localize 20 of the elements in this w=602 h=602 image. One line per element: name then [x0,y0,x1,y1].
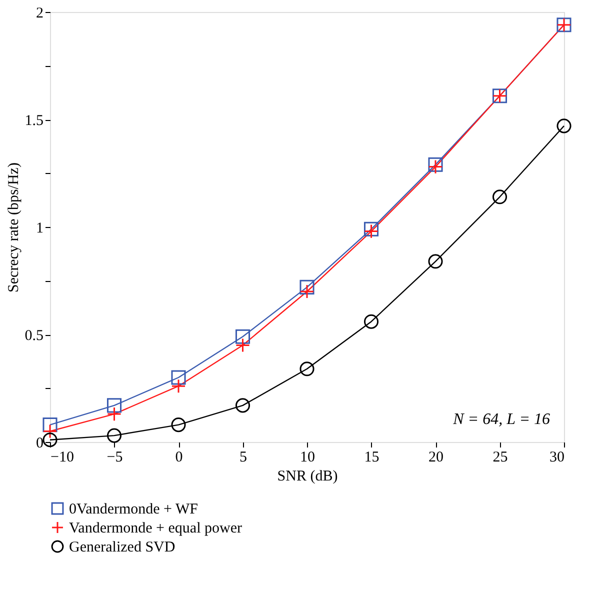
y-tick-label: 0.5 [24,328,44,344]
legend-label: Generalized SVD [69,540,176,556]
x-tick-label: 0 [175,450,183,466]
x-tick-label: 30 [550,450,564,466]
x-tick-label: 25 [492,450,508,466]
x-tick-label: 15 [364,450,380,466]
y-tick-label: 1.5 [24,113,44,129]
legend-label: 0Vandermonde + WF [69,502,198,518]
y-tick-label: 2 [36,6,44,22]
legend-label: Vandermonde + equal power [69,520,242,536]
x-tick-label: 20 [428,450,444,466]
x-tick-label: −5 [106,450,123,466]
annotation: N = 64, L = 16 [452,411,550,428]
y-tick-label: 1 [36,220,44,236]
x-tick-label: 10 [300,450,315,466]
x-axis-title: SNR (dB) [277,468,338,484]
x-tick-label: 5 [240,450,247,466]
y-tick-label: 0 [36,436,44,452]
x-tick-label: −10 [50,450,74,466]
y-axis-title: Secrecy rate (bps/Hz) [6,162,22,292]
